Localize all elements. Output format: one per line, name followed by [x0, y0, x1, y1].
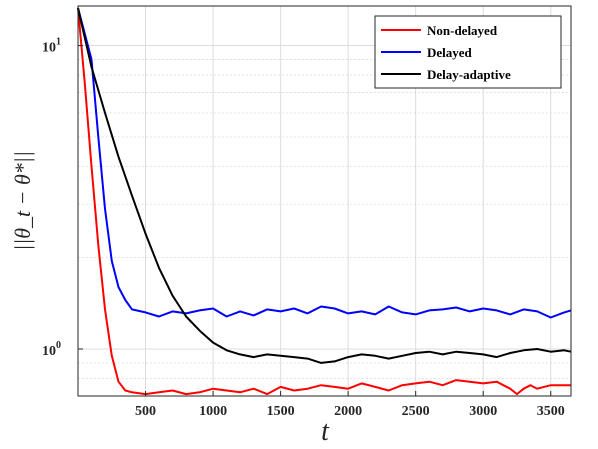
x-tick-label: 2500 — [402, 404, 430, 419]
legend-label: Non-delayed — [427, 23, 498, 38]
series-line-delayed — [77, 7, 572, 319]
y-tick-label: 101 — [42, 37, 61, 56]
grid — [78, 6, 571, 396]
legend-box — [374, 15, 562, 89]
x-tick-label: 500 — [135, 404, 156, 419]
legend: Non-delayed Delayed Delay-adaptive — [374, 15, 562, 89]
y-axis-label: ||θ_t − θ*|| — [10, 151, 35, 251]
x-tick-label: 1500 — [267, 404, 295, 419]
axis-ticks: 500 1000 1500 2000 2500 3000 3500 100 101 — [42, 37, 565, 419]
x-axis-label: t — [321, 416, 330, 447]
x-tick-label: 3000 — [469, 404, 497, 419]
x-tick-label: 2000 — [334, 404, 362, 419]
x-tick-label: 3500 — [537, 404, 565, 419]
series-line-non-delayed — [77, 7, 571, 396]
plot-frame — [77, 5, 572, 397]
series-line-delay-adaptive — [77, 7, 572, 364]
x-tick-label: 1000 — [199, 404, 227, 419]
legend-label: Delay-adaptive — [427, 67, 511, 82]
series-lines — [77, 7, 572, 396]
y-tick-label: 100 — [42, 340, 61, 359]
legend-label: Delayed — [427, 45, 473, 60]
